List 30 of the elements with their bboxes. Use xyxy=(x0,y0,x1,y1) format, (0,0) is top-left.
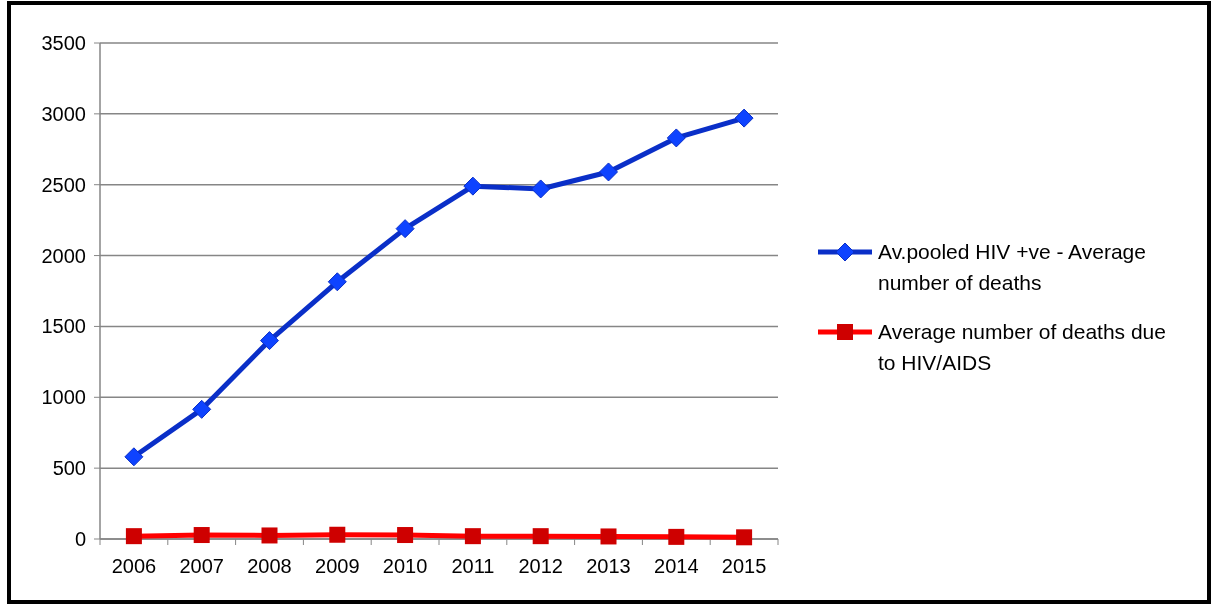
point xyxy=(599,162,618,182)
y-tick-label: 1000 xyxy=(41,386,86,409)
x-tick-label: 2006 xyxy=(111,555,157,577)
x-tick-label: 2009 xyxy=(315,555,360,577)
x-tick-label: 2015 xyxy=(721,555,767,577)
point xyxy=(531,179,551,199)
point xyxy=(192,399,212,419)
point xyxy=(327,272,347,292)
y-tick-label: 1500 xyxy=(41,315,86,338)
legend-label: Average number of deaths due to HIV/AIDS xyxy=(878,320,1166,375)
y-tick-label: 3500 xyxy=(41,32,86,54)
x-tick-label: 2008 xyxy=(247,555,292,577)
point xyxy=(260,331,279,351)
y-tick-label: 500 xyxy=(52,457,86,480)
x-tick-label: 2010 xyxy=(382,555,428,577)
point xyxy=(395,219,415,239)
y-tick-label: 0 xyxy=(74,528,86,550)
y-tick-label: 3000 xyxy=(41,102,86,125)
y-tick-label: 2000 xyxy=(41,244,86,267)
legend-label: Av.pooled HIV +ve - Average number of deaths xyxy=(878,240,1146,295)
y-tick-label: 2500 xyxy=(41,173,86,196)
x-tick-label: 2007 xyxy=(179,555,224,577)
x-tick-label: 2012 xyxy=(518,555,563,577)
point xyxy=(666,128,686,148)
x-tick-label: 2013 xyxy=(586,555,631,577)
point xyxy=(463,176,483,196)
x-tick-label: 2011 xyxy=(451,555,495,577)
point xyxy=(124,447,144,467)
point xyxy=(734,108,754,128)
x-tick-label: 2014 xyxy=(654,555,699,577)
